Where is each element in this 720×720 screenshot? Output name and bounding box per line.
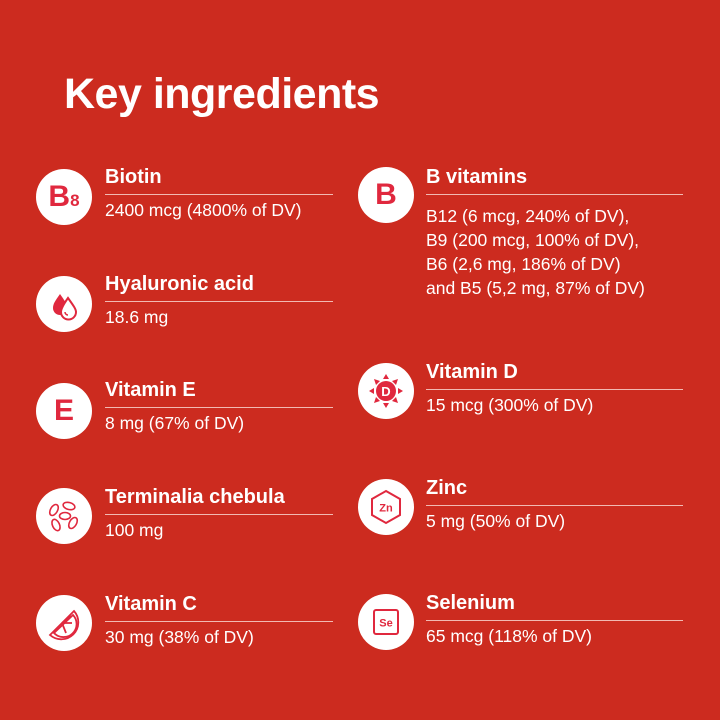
citrus-slice-icon [36, 595, 92, 651]
ingredient-value: 65 mcg (118% of DV) [426, 626, 592, 646]
seeds-icon [36, 488, 92, 544]
divider [426, 505, 683, 506]
sun-d-icon: D [358, 363, 414, 419]
divider [426, 620, 683, 621]
ingredient-name: Terminalia chebula [105, 486, 285, 508]
page-title: Key ingredients [64, 70, 380, 118]
ingredient-value: 2400 mcg (4800% of DV) [105, 200, 302, 220]
ingredient-name: Selenium [426, 592, 515, 614]
divider [105, 301, 333, 302]
sun-d-letter: D [381, 384, 390, 399]
ingredient-value: 18.6 mg [105, 307, 169, 327]
ingredient-name: Biotin [105, 166, 162, 188]
divider [105, 194, 333, 195]
ingredient-value-b5: and B5 (5,2 mg, 87% of DV) [426, 278, 645, 298]
ingredient-value-b6: B6 (2,6 mg, 186% of DV) [426, 254, 621, 274]
divider [105, 621, 333, 622]
selenium-symbol: Se [379, 618, 392, 630]
ingredient-name: Hyaluronic acid [105, 273, 254, 295]
ingredient-value: 15 mcg (300% of DV) [426, 395, 594, 415]
water-drop-icon [36, 276, 92, 332]
letter-b-icon: B [358, 167, 414, 223]
divider [426, 389, 683, 390]
b8-icon-letter: B [48, 180, 71, 213]
zinc-hexagon-icon: Zn [358, 479, 414, 535]
divider [426, 194, 683, 195]
ingredient-value: 30 mg (38% of DV) [105, 627, 254, 647]
ingredient-value-b12: B12 (6 mcg, 240% of DV), [426, 206, 630, 226]
zinc-symbol: Zn [379, 503, 393, 515]
letter-e-icon: E [36, 383, 92, 439]
b8-icon-sub: 8 [70, 191, 80, 210]
ingredient-name: Vitamin D [426, 361, 518, 383]
ingredient-name: Zinc [426, 477, 468, 499]
ingredient-value: 5 mg (50% of DV) [426, 511, 566, 531]
ingredient-name: B vitamins [426, 166, 528, 188]
ingredient-value: 8 mg (67% of DV) [105, 413, 245, 433]
ingredient-value-b9: B9 (200 mcg, 100% of DV), [426, 230, 640, 250]
selenium-square-icon: Se [358, 594, 414, 650]
divider [105, 514, 333, 515]
divider [105, 407, 333, 408]
ingredient-name: Vitamin C [105, 593, 197, 615]
ingredient-value: 100 mg [105, 520, 164, 540]
ingredient-name: Vitamin E [105, 379, 196, 401]
